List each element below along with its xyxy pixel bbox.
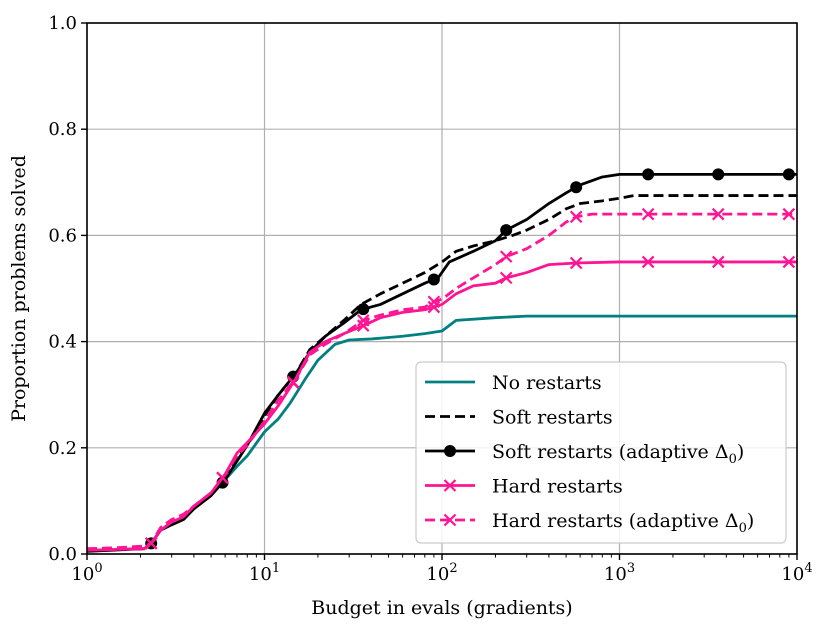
series-point [427,300,441,314]
x-tick-label: 100 [71,561,102,585]
series-point [711,207,725,221]
series-point [712,168,725,181]
series-point [642,168,655,181]
y-tick-label: 0.4 [48,332,77,353]
series-point [356,314,370,327]
legend: No restarts Soft restarts Soft restarts (a… [415,361,787,544]
series-1 [86,194,797,552]
y-tick-label: 0.2 [48,438,77,459]
y-tick-label: 1.0 [48,13,77,34]
plot-area [86,168,797,553]
series-point [286,375,300,389]
legend-marker [443,513,457,527]
series-point [144,537,158,550]
series-point [569,210,583,224]
legend-entry-label: Soft restarts (adaptive Δ0) [492,441,744,467]
y-axis-label: Proportion problems solved [8,155,30,422]
legend-entry-label: Soft restarts [492,407,613,429]
series-point [427,273,440,286]
series-point [216,471,229,485]
legend-box [415,361,787,544]
x-tick-label: 104 [781,561,812,585]
series-point [570,181,583,194]
series-point [499,250,513,263]
series-point [641,207,655,221]
series-point [641,255,655,269]
series-3 [86,255,797,552]
series-point [427,295,441,309]
series-point [782,255,796,269]
legend-marker [443,479,457,492]
series-point [711,255,725,269]
legend-entry-label: Hard restarts [492,476,623,498]
x-tick-label: 101 [249,561,280,585]
series-point [356,319,370,332]
series-point [782,207,796,221]
x-axis-label: Budget in evals (gradients) [311,597,572,619]
series-point [357,303,370,316]
series-4 [86,207,797,551]
series-point [782,168,795,181]
series-point [499,271,513,285]
series-point [500,224,513,237]
series-line [86,212,797,551]
y-tick-label: 0.8 [48,119,77,140]
legend-marker [444,445,456,457]
y-tick-label: 0.0 [48,544,77,565]
series-point [569,256,583,270]
series-line [86,194,797,552]
legend-entry-label: No restarts [492,372,602,394]
axis-ticks: 100 101 102 103 104 0.0 0.2 0.4 0.6 0.8 1.0 [48,13,812,585]
series-line [86,172,797,553]
x-tick-label: 103 [604,561,635,585]
x-tick-label: 102 [426,561,457,585]
y-tick-label: 0.6 [48,225,77,246]
legend-entry-label: Hard restarts (adaptive Δ0) [492,510,754,536]
